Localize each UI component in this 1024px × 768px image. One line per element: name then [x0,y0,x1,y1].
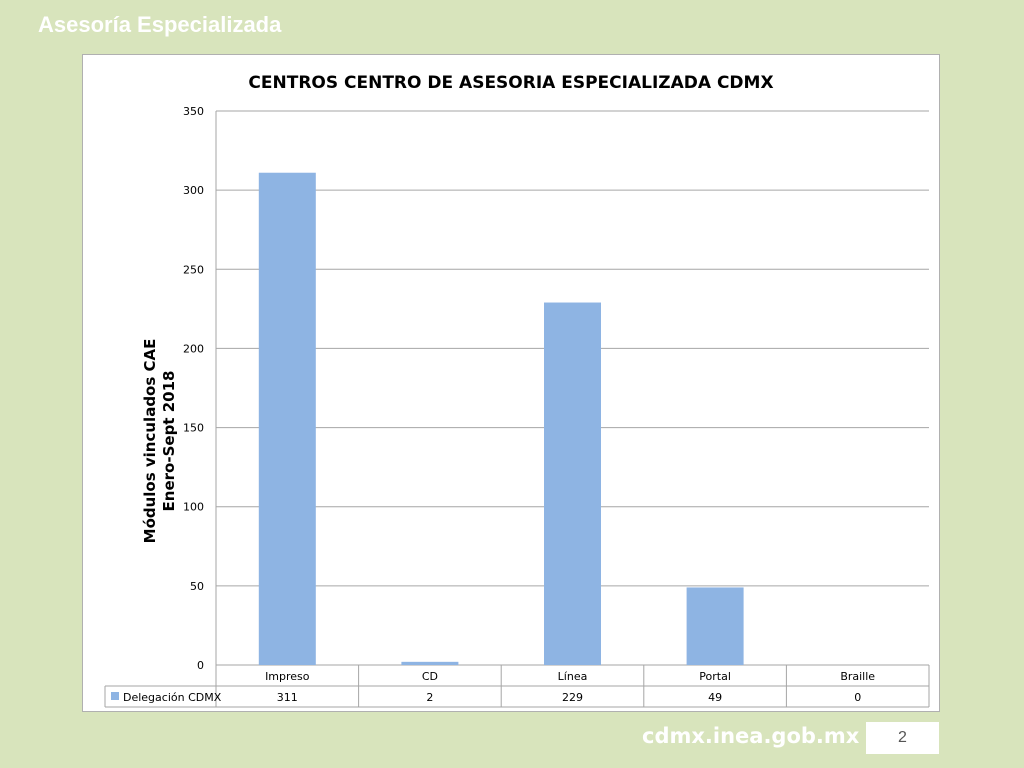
bar-impreso [258,172,316,665]
y-tick-label: 150 [183,422,204,435]
slide-title: Asesoría Especializada [38,12,282,37]
data-table: Impreso 311 CD 2 Línea 229 Portal 49 Braille 0 Del… [104,665,930,708]
bar-portal [686,587,744,665]
y-tick-label: 350 [183,105,204,118]
bar-línea [544,302,601,665]
y-axis-label: Módulos vinculados CAE Enero-Sept 2018 [141,339,178,544]
chart-frame: 0 50 100 150 200 250 300 350 Impreso 311 CD 2 Línea… [82,54,940,712]
data-label: 311 [277,691,298,704]
chart-title: CENTROS CENTRO DE ASESORIA ESPECIALIZADA… [248,73,773,93]
y-tick-label: 0 [197,659,204,672]
category-label: CD [422,670,438,683]
y-axis-label-line2: Enero-Sept 2018 [160,371,178,512]
y-tick-label: 300 [183,184,204,197]
category-label: Portal [699,670,731,683]
y-tick-labels: 0 50 100 150 200 250 300 350 [183,105,204,672]
bars [258,172,744,665]
category-label: Línea [558,670,588,683]
y-tick-label: 50 [190,580,204,593]
data-label: 229 [562,691,583,704]
legend-swatch [111,692,119,700]
data-label: 49 [708,691,722,704]
bar-chart: 0 50 100 150 200 250 300 350 Impreso 311 CD 2 Línea… [104,73,930,708]
y-tick-label: 200 [183,342,204,355]
y-tick-label: 250 [183,263,204,276]
y-tick-label: 100 [183,501,204,514]
footer-url[interactable]: cdmx.inea.gob.mx [642,724,860,748]
y-axis-label-line1: Módulos vinculados CAE [141,339,159,544]
legend-series-name: Delegación CDMX [123,691,222,704]
data-label: 0 [854,691,861,704]
bar-cd [401,661,459,665]
data-label: 2 [426,691,433,704]
page-number: 2 [866,722,939,754]
category-label: Braille [840,670,875,683]
category-label: Impreso [265,670,310,683]
